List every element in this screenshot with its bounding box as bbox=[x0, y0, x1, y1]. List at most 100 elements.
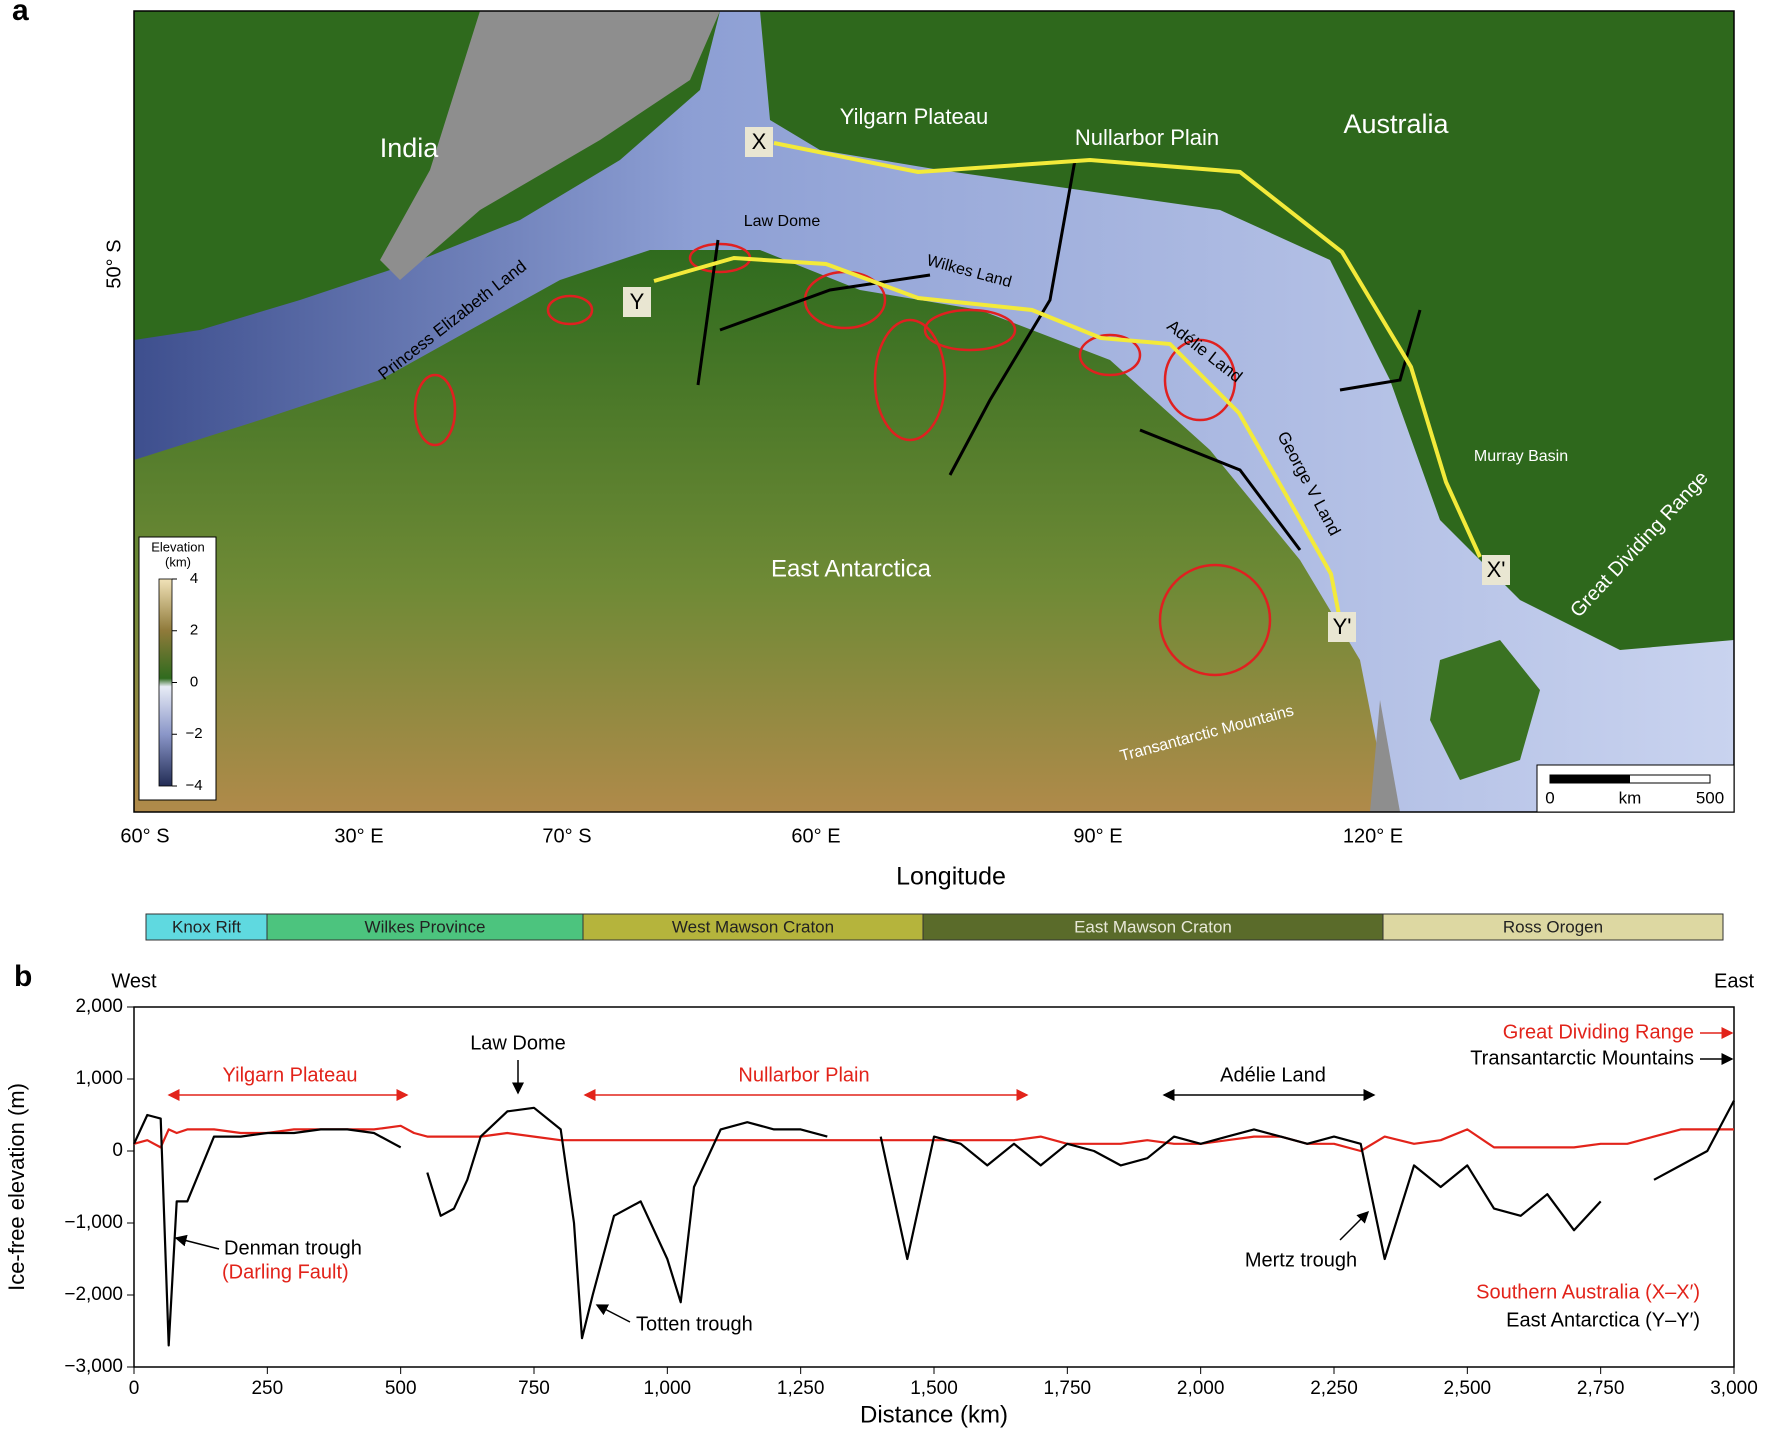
x-tick-label: 3,000 bbox=[1710, 1378, 1758, 1399]
basin-outline bbox=[546, 294, 594, 326]
y-tick-label: −2,000 bbox=[64, 1284, 123, 1305]
fault-line bbox=[719, 273, 931, 332]
basins bbox=[413, 242, 1272, 677]
province-label: Wilkes Province bbox=[365, 917, 486, 936]
colorbar-tick-label: −2 bbox=[185, 725, 202, 742]
x-tick-label: 500 bbox=[385, 1378, 417, 1399]
point-label: Y bbox=[630, 289, 645, 314]
colorbar-tick-label: 2 bbox=[190, 622, 198, 639]
profile-x bbox=[773, 141, 1482, 558]
x-tick-label: 1,000 bbox=[644, 1378, 692, 1399]
colorbar-tick-label: 0 bbox=[190, 673, 198, 690]
point-marker-box bbox=[745, 127, 773, 157]
annotation: Nullarbor Plain bbox=[738, 1064, 869, 1086]
annotation: Law Dome bbox=[470, 1032, 566, 1054]
colorbar-box bbox=[138, 536, 217, 801]
australia-land bbox=[760, 11, 1734, 650]
west-label: West bbox=[111, 970, 157, 992]
map-label: Nullarbor Plain bbox=[1075, 125, 1219, 150]
annotation-arrow bbox=[174, 1234, 220, 1250]
map-x-label: Longitude bbox=[896, 863, 1006, 891]
basin-outline bbox=[1163, 338, 1237, 422]
colorbar-title: (km) bbox=[165, 554, 191, 569]
lon-label: 70° S bbox=[542, 825, 591, 847]
province-block bbox=[145, 913, 268, 941]
x-tick-label: 1,750 bbox=[1044, 1378, 1092, 1399]
map-label: Murray Basin bbox=[1474, 448, 1568, 465]
y-tick-label: −1,000 bbox=[64, 1212, 123, 1233]
y-tick-label: 1,000 bbox=[75, 1068, 123, 1089]
y-tick-label: 2,000 bbox=[75, 996, 123, 1017]
province-label: Knox Rift bbox=[172, 917, 241, 936]
point-marker-box bbox=[623, 287, 651, 317]
annotation: Yilgarn Plateau bbox=[223, 1064, 358, 1086]
province-block bbox=[266, 913, 584, 941]
east-label: East bbox=[1714, 970, 1754, 992]
map-panel bbox=[133, 10, 1735, 813]
y-axis-title: Ice-free elevation (m) bbox=[4, 1083, 29, 1291]
scalebar-box bbox=[1536, 764, 1735, 813]
x-tick-label: 1,500 bbox=[910, 1378, 958, 1399]
scalebar-label: 500 bbox=[1696, 788, 1724, 807]
panel-label: a bbox=[12, 0, 29, 27]
scalebar-label: 0 bbox=[1545, 788, 1554, 807]
x-tick-label: 750 bbox=[518, 1378, 550, 1399]
annotation: Adélie Land bbox=[1220, 1064, 1326, 1086]
x-tick-label: 2,750 bbox=[1577, 1378, 1625, 1399]
province-block bbox=[1382, 913, 1724, 941]
x-tick-label: 2,000 bbox=[1177, 1378, 1225, 1399]
x-tick-label: 250 bbox=[251, 1378, 283, 1399]
basin-outline bbox=[873, 318, 947, 442]
colorbar bbox=[158, 578, 173, 787]
point-marker-box bbox=[1328, 612, 1356, 642]
x-axis-title: Distance (km) bbox=[860, 1401, 1008, 1428]
annotation: Transantarctic Mountains bbox=[1470, 1047, 1694, 1069]
basin-outline bbox=[1078, 333, 1142, 377]
annotation: Totten trough bbox=[636, 1313, 753, 1335]
x-tick-label: 1,250 bbox=[777, 1378, 825, 1399]
colorbar-tick-label: −4 bbox=[185, 777, 202, 794]
map-label: Law Dome bbox=[744, 213, 821, 230]
panel-label: b bbox=[14, 960, 32, 993]
province-label: West Mawson Craton bbox=[672, 917, 834, 936]
lon-label: 90° E bbox=[1073, 825, 1122, 847]
ocean-floor-grey bbox=[380, 11, 720, 280]
x-tick-label: 2,500 bbox=[1444, 1378, 1492, 1399]
province-label: East Mawson Craton bbox=[1074, 917, 1232, 936]
basin-outline bbox=[923, 308, 1017, 352]
annotation-arrow bbox=[595, 1304, 631, 1323]
lon-label: 30° E bbox=[334, 825, 383, 847]
map-label: East Antarctica bbox=[771, 555, 932, 582]
lon-label: 120° E bbox=[1343, 825, 1403, 847]
basin-outline bbox=[413, 373, 457, 447]
colorbar-tick-label: 4 bbox=[190, 570, 198, 587]
scalebar-bar bbox=[1550, 775, 1630, 783]
antarctica-land bbox=[134, 250, 1390, 812]
x-tick-label: 2,250 bbox=[1310, 1378, 1358, 1399]
province-block bbox=[582, 913, 924, 941]
map-label: Yilgarn Plateau bbox=[840, 104, 988, 129]
y-tick-label: 0 bbox=[112, 1140, 123, 1161]
annotation: (Darling Fault) bbox=[222, 1261, 349, 1283]
legend-entry: East Antarctica (Y–Y′) bbox=[1506, 1309, 1700, 1331]
colorbar-title: Elevation bbox=[151, 539, 204, 554]
map-label: Australia bbox=[1343, 109, 1449, 139]
faults bbox=[696, 159, 1422, 551]
province-label: Ross Orogen bbox=[1503, 917, 1603, 936]
point-label: X' bbox=[1487, 557, 1506, 582]
annotation: Great Dividing Range bbox=[1503, 1021, 1694, 1043]
point-marker-box bbox=[1482, 555, 1510, 585]
map-frame bbox=[133, 10, 1735, 813]
annotation: Denman trough bbox=[224, 1237, 362, 1259]
fault-line bbox=[948, 159, 1077, 476]
annotation-arrow bbox=[1339, 1210, 1370, 1241]
province-block bbox=[922, 913, 1384, 941]
x-tick-label: 0 bbox=[129, 1378, 140, 1399]
series-line bbox=[133, 1124, 1734, 1153]
lon-label: 60° S bbox=[120, 825, 169, 847]
basin-outline bbox=[1158, 563, 1272, 677]
lat-label: 50° S bbox=[103, 239, 125, 288]
map-label: India bbox=[380, 133, 440, 163]
